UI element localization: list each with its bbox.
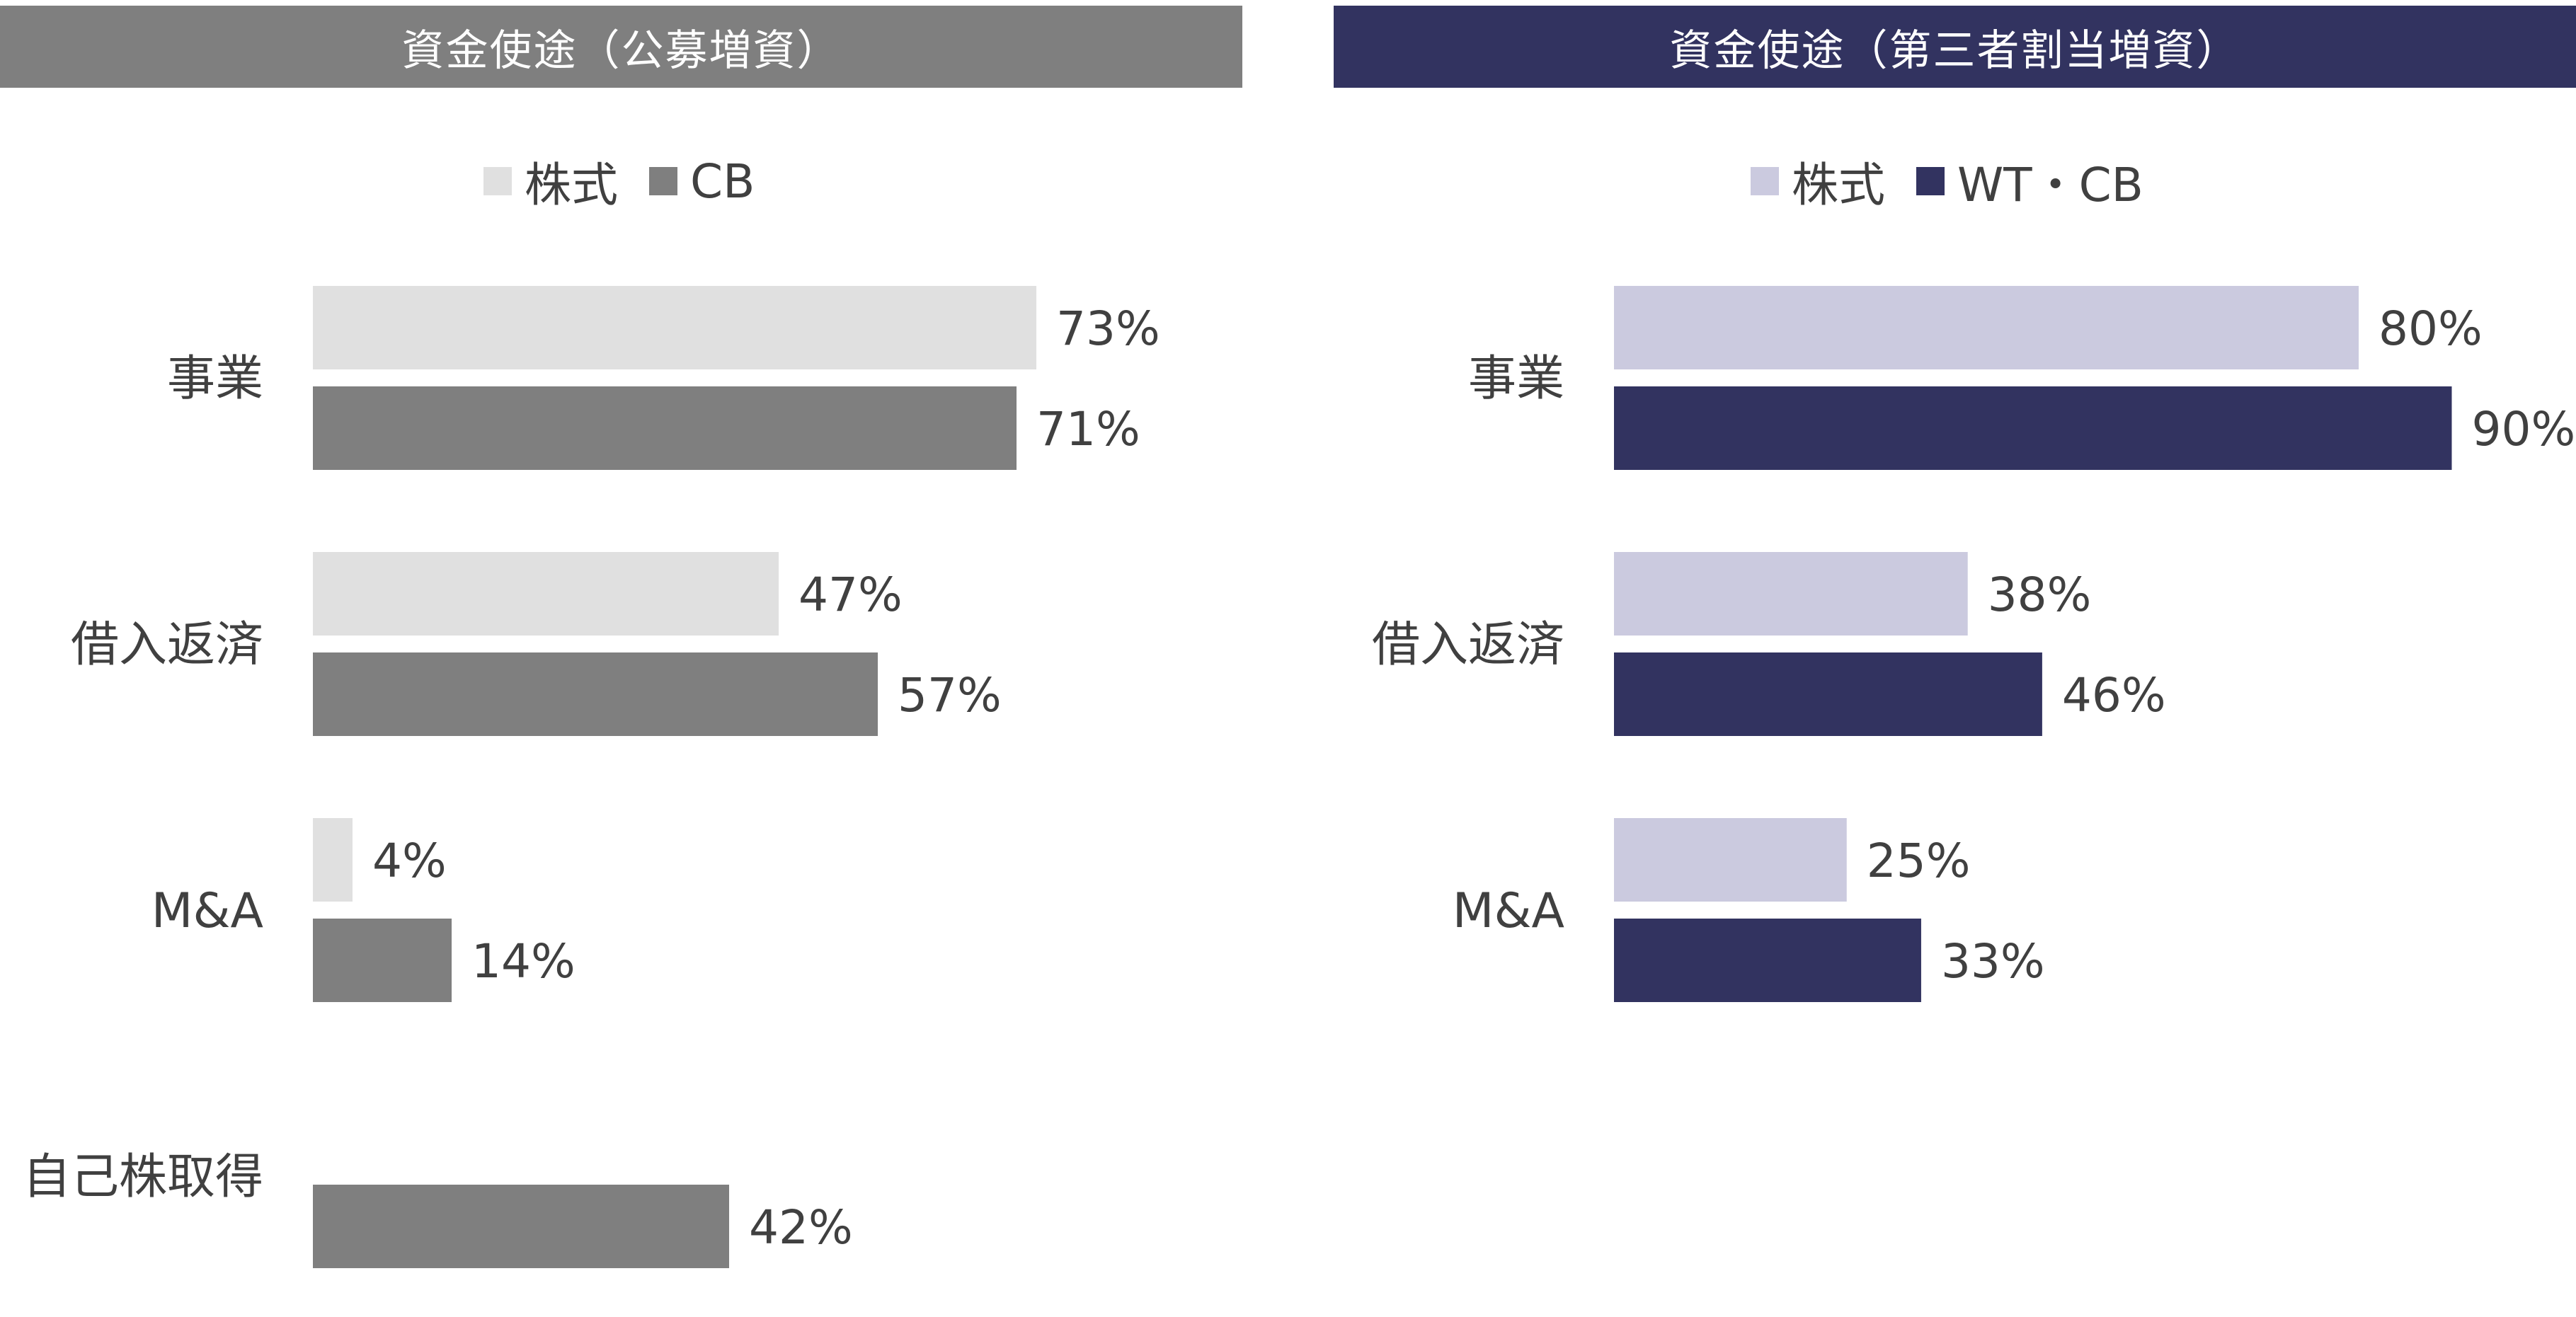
data-label: 4% xyxy=(372,834,447,888)
category-label: M&A xyxy=(1453,883,1564,939)
data-label: 73% xyxy=(1056,301,1160,356)
legend-swatch-cb xyxy=(649,167,677,195)
panel-title-third-party-allotment: 資金使途（第三者割当増資） xyxy=(1334,6,2576,88)
bar xyxy=(313,386,1017,470)
legend-swatch-wt-cb xyxy=(1916,167,1945,195)
legend-label-cb: CB xyxy=(690,154,755,209)
data-label: 42% xyxy=(749,1200,853,1255)
legend-swatch-stock xyxy=(483,167,512,195)
panel-title-public-offering: 資金使途（公募増資） xyxy=(0,6,1242,88)
data-label: 33% xyxy=(1941,934,2045,989)
data-label: 14% xyxy=(471,934,576,989)
bar xyxy=(1614,818,1847,902)
data-label: 90% xyxy=(2472,402,2576,456)
data-label: 57% xyxy=(898,668,1002,723)
category-label: M&A xyxy=(151,883,263,939)
data-label: 71% xyxy=(1036,402,1140,456)
legend-label-wt-cb: WT・CB xyxy=(1957,158,2143,212)
bar-chart-third-party-allotment: 事業 80% 90% 借入返済 38% 46% M&A 25% 33% xyxy=(1372,286,2576,1002)
category-label: 事業 xyxy=(167,351,263,407)
bar xyxy=(313,652,878,736)
category-label: 借入返済 xyxy=(1372,617,1564,673)
legend-swatch-stock xyxy=(1751,167,1779,195)
legend-item-cb: CB xyxy=(649,154,755,209)
bar xyxy=(1614,286,2359,369)
bar xyxy=(1614,919,1921,1002)
bar xyxy=(1614,386,2452,470)
legend-item-stock: 株式 xyxy=(1751,147,1885,215)
bar-chart-public-offering: 事業 73% 71% 借入返済 47% 57% M&A 4% 14% 自己株取得 42% xyxy=(23,286,1160,1268)
bar xyxy=(313,919,452,1002)
chart-panel-public-offering: 資金使途（公募増資） 株式 CB 事業 73% 71% 借入返済 47% 57% M&A 4%… xyxy=(0,0,1246,1317)
legend-item-stock: 株式 xyxy=(483,147,618,215)
bar xyxy=(313,1185,729,1268)
legend-third-party-allotment: 株式 WT・CB xyxy=(1751,153,2175,212)
category-label: 借入返済 xyxy=(71,617,263,673)
bar xyxy=(313,818,353,902)
data-label: 46% xyxy=(2062,668,2166,723)
category-label: 事業 xyxy=(1468,351,1564,407)
category-label: 自己株取得 xyxy=(23,1149,263,1205)
bar xyxy=(313,552,779,636)
data-label: 38% xyxy=(1988,568,2092,622)
legend-label-stock: 株式 xyxy=(525,158,618,212)
legend-public-offering: 株式 CB xyxy=(483,153,786,212)
chart-panel-third-party-allotment: 資金使途（第三者割当増資） 株式 WT・CB 事業 80% 90% 借入返済 38% 46… xyxy=(1334,0,2576,1317)
legend-label-stock: 株式 xyxy=(1792,158,1885,212)
bar xyxy=(313,286,1036,369)
data-label: 80% xyxy=(2378,301,2483,356)
data-label: 25% xyxy=(1867,834,1971,888)
bar xyxy=(1614,552,1968,636)
data-label: 47% xyxy=(798,568,903,622)
legend-item-wt-cb: WT・CB xyxy=(1916,147,2143,215)
bar xyxy=(1614,652,2042,736)
